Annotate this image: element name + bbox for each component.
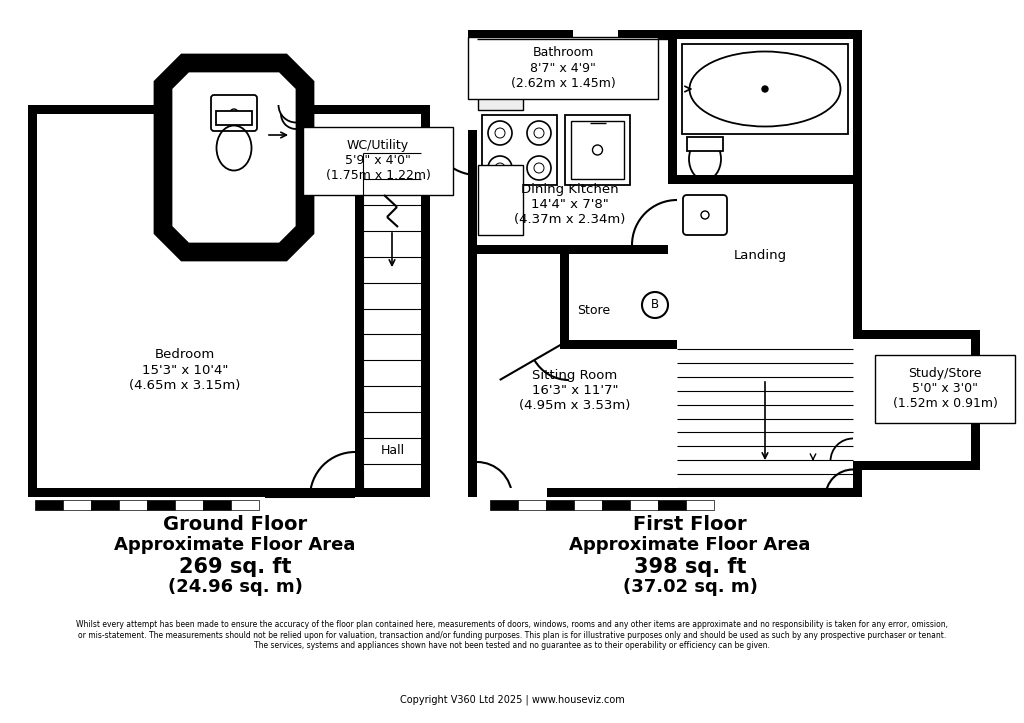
Bar	[546, 500, 574, 510]
Text: Hall: Hall	[381, 443, 406, 456]
Bar	[216, 111, 252, 125]
Bar	[468, 37, 658, 99]
Polygon shape	[163, 63, 305, 252]
Bar	[28, 488, 430, 497]
Bar	[305, 105, 430, 114]
Text: Ground Floor: Ground Floor	[163, 515, 307, 534]
Bar	[874, 355, 1015, 423]
Bar	[668, 30, 677, 175]
Bar	[853, 339, 863, 461]
Bar	[602, 500, 630, 510]
Bar	[468, 30, 477, 497]
Text: Sitting Room
16'3" x 11'7"
(4.95m x 3.53m): Sitting Room 16'3" x 11'7" (4.95m x 3.53…	[519, 369, 631, 411]
Text: First Floor: First Floor	[633, 515, 746, 534]
Text: Bedroom
15'3" x 10'4"
(4.65m x 3.15m): Bedroom 15'3" x 10'4" (4.65m x 3.15m)	[129, 348, 241, 391]
Bar	[571, 121, 624, 179]
Bar	[63, 500, 91, 510]
Bar	[682, 44, 848, 134]
Bar	[147, 500, 175, 510]
Bar	[468, 30, 862, 39]
Bar	[28, 105, 163, 114]
Text: Dining Kitchen
14'4" x 7'8"
(4.37m x 2.34m): Dining Kitchen 14'4" x 7'8" (4.37m x 2.3…	[514, 184, 626, 226]
Bar	[560, 340, 677, 349]
Bar	[490, 500, 518, 510]
Polygon shape	[163, 63, 305, 114]
Text: B: B	[651, 299, 659, 312]
Bar	[305, 105, 430, 114]
Bar	[668, 245, 678, 254]
Bar	[175, 500, 203, 510]
Bar	[686, 500, 714, 510]
Bar	[35, 500, 63, 510]
FancyBboxPatch shape	[211, 95, 257, 131]
Bar	[28, 105, 163, 114]
Bar	[355, 145, 364, 497]
Bar	[478, 40, 523, 110]
Text: Bathroom
8'7" x 4'9"
(2.62m x 1.45m): Bathroom 8'7" x 4'9" (2.62m x 1.45m)	[511, 46, 615, 90]
Text: Approximate Floor Area: Approximate Floor Area	[569, 536, 811, 554]
Text: Approximate Floor Area: Approximate Floor Area	[115, 536, 355, 554]
Text: (37.02 sq. m): (37.02 sq. m)	[623, 578, 758, 596]
Text: Study/Store
5'0" x 3'0"
(1.52m x 0.91m): Study/Store 5'0" x 3'0" (1.52m x 0.91m)	[893, 367, 997, 411]
Bar	[853, 30, 862, 497]
FancyBboxPatch shape	[683, 195, 727, 235]
Bar	[28, 105, 37, 497]
Bar	[355, 145, 430, 154]
Bar	[468, 488, 862, 497]
Bar	[482, 115, 557, 185]
Bar	[658, 500, 686, 510]
Bar	[119, 500, 147, 510]
Bar	[518, 500, 546, 510]
Bar	[630, 500, 658, 510]
Bar	[853, 330, 980, 339]
Bar	[573, 30, 618, 40]
Text: (24.96 sq. m): (24.96 sq. m)	[168, 578, 302, 596]
Text: 269 sq. ft: 269 sq. ft	[179, 557, 291, 577]
Bar	[668, 175, 862, 184]
Text: 398 sq. ft: 398 sq. ft	[634, 557, 746, 577]
Bar	[574, 500, 602, 510]
Bar	[478, 165, 523, 235]
Text: Whilst every attempt has been made to ensure the accuracy of the floor plan cont: Whilst every attempt has been made to en…	[76, 620, 948, 650]
Bar	[565, 115, 630, 185]
Circle shape	[762, 86, 768, 92]
Bar	[303, 127, 453, 195]
Bar	[161, 105, 165, 114]
Text: Copyright V360 Ltd 2025 | www.houseviz.com: Copyright V360 Ltd 2025 | www.houseviz.c…	[399, 695, 625, 705]
Bar	[91, 500, 119, 510]
Text: WC/Utility
5'9" x 4'0"
(1.75m x 1.22m): WC/Utility 5'9" x 4'0" (1.75m x 1.22m)	[326, 140, 430, 182]
Bar	[853, 461, 980, 470]
Bar	[203, 500, 231, 510]
Bar	[468, 40, 478, 130]
Bar	[421, 105, 430, 497]
Bar	[231, 500, 259, 510]
Text: Landing: Landing	[733, 249, 786, 262]
Bar	[468, 245, 677, 254]
Bar	[303, 105, 307, 114]
Bar	[560, 245, 569, 349]
Bar	[477, 488, 547, 498]
Bar	[971, 330, 980, 470]
Bar	[687, 137, 723, 151]
Text: Store: Store	[577, 304, 610, 317]
